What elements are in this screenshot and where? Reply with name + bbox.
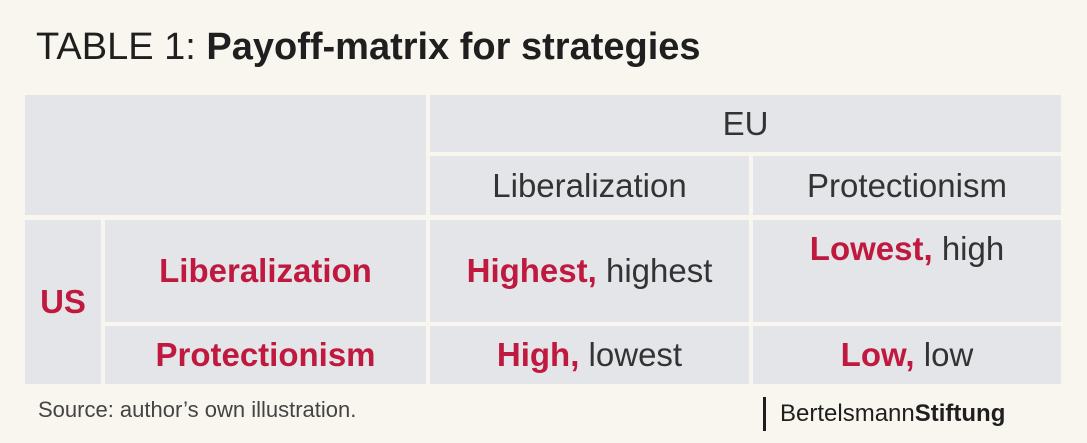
row-header-liberalization: Liberalization: [105, 220, 426, 322]
payoff-eu: lowest: [588, 336, 683, 373]
logo-part1: Bertelsmann: [780, 400, 915, 427]
payoff-eu: low: [923, 336, 974, 373]
col-header-label: Liberalization: [492, 166, 687, 204]
payoff-cell-prot-prot: Low, low: [753, 326, 1061, 384]
col-player-label: EU: [722, 104, 769, 142]
col-header-liberalization: Liberalization: [430, 156, 749, 215]
title-main: Payoff-matrix for strategies: [206, 26, 701, 68]
table-title: TABLE 1: Payoff-matrix for strategies: [36, 26, 701, 69]
payoff-us: Low,: [840, 336, 915, 373]
logo-bar: [763, 397, 766, 431]
title-prefix: TABLE 1:: [36, 26, 196, 68]
row-player-label: US: [40, 283, 86, 320]
col-player-header: EU: [430, 95, 1061, 152]
row-header-protectionism: Protectionism: [105, 326, 426, 384]
source-note: Source: author’s own illustration.: [38, 397, 357, 422]
payoff-us: High,: [496, 336, 580, 373]
payoff-us: Lowest,: [809, 230, 933, 267]
row-player-header: US: [25, 220, 101, 384]
logo-part2: Stiftung: [914, 400, 1006, 427]
payoff-cell-lib-lib: Highest, highest: [430, 220, 749, 322]
col-header-label: Protectionism: [807, 166, 1007, 204]
bertelsmann-logo: Bertelsmann Stiftung: [763, 396, 1005, 432]
payoff-eu: highest: [605, 252, 713, 289]
row-header-label: Protectionism: [155, 336, 376, 373]
col-header-protectionism: Protectionism: [753, 156, 1061, 215]
row-header-label: Liberalization: [159, 252, 372, 289]
payoff-eu: high: [941, 230, 1005, 267]
payoff-us: Highest,: [466, 252, 597, 289]
matrix-corner: [25, 95, 426, 215]
payoff-cell-lib-prot: Lowest, high: [753, 220, 1061, 322]
payoff-cell-prot-lib: High, lowest: [430, 326, 749, 384]
